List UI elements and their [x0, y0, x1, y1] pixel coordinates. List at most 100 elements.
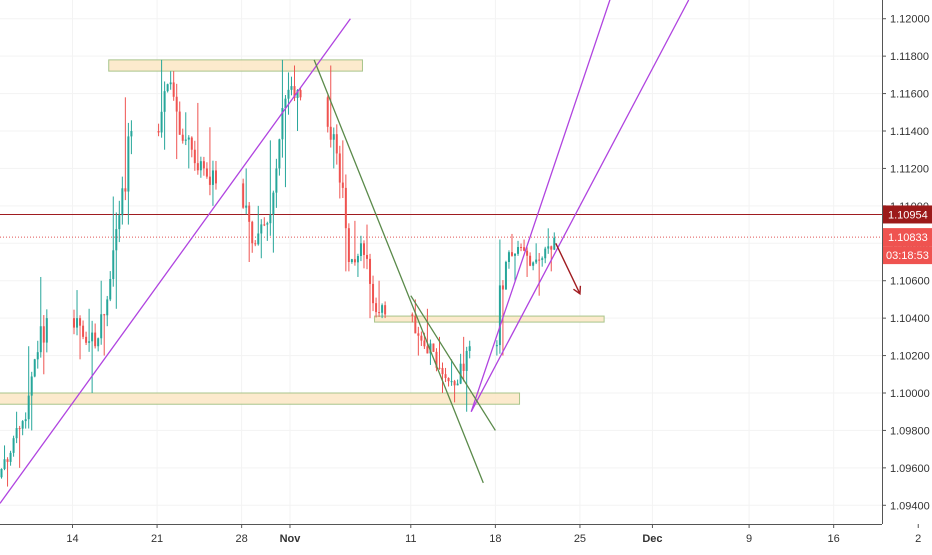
candle-body: [353, 259, 356, 263]
y-tick-label: 1.10200: [890, 351, 930, 363]
x-tick-label: Dec: [642, 533, 662, 545]
candle-body: [284, 98, 287, 108]
candle-body: [115, 229, 118, 251]
candle-body: [526, 250, 529, 256]
candle-body: [36, 352, 39, 360]
candle-body: [33, 359, 36, 377]
candle-body: [160, 111, 163, 133]
candle-body: [112, 250, 115, 280]
candle-body: [245, 205, 248, 208]
trendline[interactable]: [0, 18, 351, 504]
candle-body: [214, 170, 217, 184]
candle-body: [3, 459, 6, 469]
candle-body: [372, 283, 375, 304]
support-resistance-zones: [0, 59, 605, 405]
candle-body: [124, 188, 127, 192]
candle-body: [538, 259, 541, 261]
candle-body: [335, 134, 338, 154]
candle-body: [468, 346, 471, 351]
candle-body: [344, 187, 347, 229]
candle-body: [76, 318, 79, 328]
y-tick-label: 1.11400: [890, 126, 929, 138]
x-tick-label: 18: [489, 533, 501, 545]
candle-body: [462, 363, 465, 371]
candle-body: [547, 246, 550, 249]
candle-body: [296, 90, 299, 98]
arrow-shaft[interactable]: [555, 242, 581, 295]
candle-body: [535, 259, 538, 263]
candle-body: [169, 82, 172, 85]
candle-body: [251, 221, 254, 244]
candle-body: [15, 428, 18, 439]
candle-body: [501, 285, 504, 290]
candles: [0, 59, 556, 487]
candle-body: [42, 326, 45, 343]
candle-body: [199, 161, 202, 171]
candle-body: [103, 314, 106, 316]
trendline[interactable]: [470, 0, 616, 412]
candle-body: [73, 318, 76, 328]
candle-body: [208, 176, 211, 185]
candle-body: [30, 376, 33, 396]
candle-body: [299, 90, 302, 98]
candle-body: [504, 262, 507, 290]
candle-body: [202, 161, 205, 169]
x-tick-label: 28: [236, 533, 248, 545]
candle-body: [278, 139, 281, 169]
candle-body: [287, 89, 290, 99]
y-tick-label: 1.09600: [890, 463, 930, 475]
y-tick-label: 1.10000: [890, 388, 930, 400]
price-labels: 1.10954 1.10833 03:18:53: [883, 205, 932, 265]
candle-body: [459, 363, 462, 384]
candle-body: [94, 332, 97, 347]
candle-body: [435, 351, 438, 368]
price-zone[interactable]: [374, 315, 605, 323]
candle-body: [341, 182, 344, 188]
y-tick-label: 1.09800: [890, 425, 930, 437]
candle-body: [465, 350, 468, 371]
candle-body: [507, 252, 510, 262]
x-tick-label: 9: [746, 533, 752, 545]
candle-body: [97, 338, 100, 347]
candle-body: [166, 84, 169, 92]
candle-body: [175, 96, 178, 112]
candle-body: [85, 336, 88, 343]
candle-body: [106, 299, 109, 316]
candle-body: [242, 183, 245, 208]
trendline[interactable]: [313, 59, 484, 484]
candle-body: [130, 131, 133, 137]
candle-body: [384, 305, 387, 315]
candle-body: [109, 279, 112, 300]
candle-body: [338, 153, 341, 183]
x-tick-label: 2: [915, 533, 921, 545]
trendline[interactable]: [410, 295, 496, 431]
candle-body: [127, 136, 130, 192]
candle-body: [27, 395, 30, 420]
candle-body: [121, 188, 124, 216]
candle-body: [453, 381, 456, 386]
candle-body: [0, 468, 3, 478]
candle-body: [329, 126, 332, 140]
candle-body: [24, 419, 27, 422]
price-zone[interactable]: [108, 59, 363, 72]
candle-body: [356, 256, 359, 263]
trendline[interactable]: [470, 0, 690, 413]
price-zone[interactable]: [0, 392, 521, 405]
candle-body: [263, 224, 266, 226]
candle-body: [181, 134, 184, 141]
y-tick-label: 1.11600: [890, 89, 929, 101]
candle-body: [347, 228, 350, 262]
candle-body: [172, 82, 175, 97]
countdown-label: 03:18:53: [886, 250, 929, 262]
candle-body: [417, 333, 420, 336]
candle-body: [553, 237, 556, 250]
candle-body: [260, 224, 263, 234]
candle-body: [281, 107, 284, 140]
arrow-head[interactable]: [573, 285, 582, 296]
candle-body: [211, 170, 214, 185]
candle-body: [432, 343, 435, 352]
candle-body: [290, 86, 293, 90]
candle-body: [272, 192, 275, 215]
